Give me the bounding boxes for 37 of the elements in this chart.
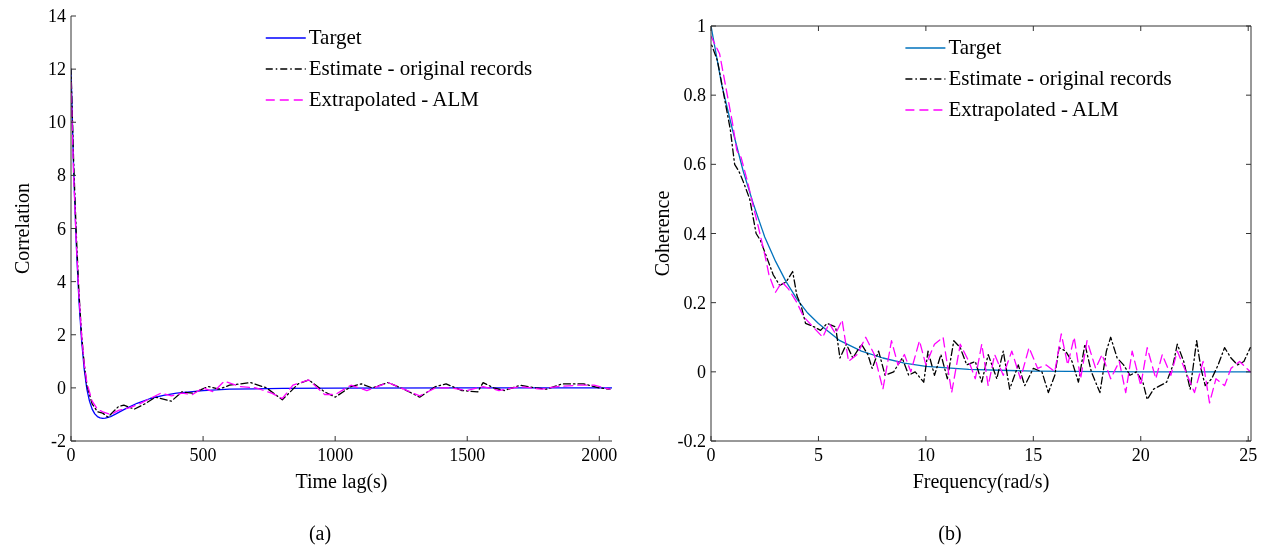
x-tick-label: 10 (916, 445, 935, 465)
y-tick-label: 0.6 (683, 154, 706, 175)
y-tick-label: 6 (57, 218, 66, 239)
y-tick-label: 1 (697, 16, 706, 36)
x-tick-label: 20 (1131, 445, 1150, 465)
y-tick-label: -0.2 (677, 431, 706, 451)
legend-label: Extrapolated - ALM (948, 97, 1120, 121)
y-tick-label: 2 (57, 324, 66, 345)
text: (a) (308, 522, 332, 545)
legend-label: Estimate - original records (308, 56, 533, 80)
x-tick-label: 5 (813, 445, 823, 465)
x-axis-title: Time lag(s) (295, 470, 388, 493)
y-tick-label: 10 (48, 112, 66, 133)
y-tick-label: 4 (57, 271, 66, 292)
x-tick-label: 2000 (581, 445, 618, 465)
y-tick-label: 0.2 (683, 292, 706, 313)
x-tick-label: 500 (189, 445, 217, 465)
y-tick-label: 14 (48, 6, 66, 26)
y-tick-label: 8 (57, 165, 66, 186)
y-tick-label: -2 (51, 431, 66, 451)
legend-label: Target (948, 35, 1002, 59)
y-tick-label: 12 (48, 59, 66, 80)
legend-label: Extrapolated - ALM (308, 87, 480, 111)
y-tick-label: 0.4 (683, 223, 706, 244)
x-tick-label: 1000 (317, 445, 354, 465)
y-axis-title: Correlation (11, 182, 33, 275)
x-tick-label: 15 (1024, 445, 1043, 465)
x-tick-label: 25 (1239, 445, 1258, 465)
x-tick-label: 1500 (449, 445, 486, 465)
y-axis-title: Coherence (651, 190, 673, 277)
y-tick-label: 0 (57, 377, 66, 398)
legend-label: Estimate - original records (948, 66, 1172, 90)
legend-label: Target (308, 25, 362, 49)
y-tick-label: 0 (697, 361, 706, 382)
x-axis-title: Frequency(rad/s) (912, 470, 1050, 493)
y-tick-label: 0.8 (683, 85, 706, 106)
text: (b) (938, 522, 962, 545)
